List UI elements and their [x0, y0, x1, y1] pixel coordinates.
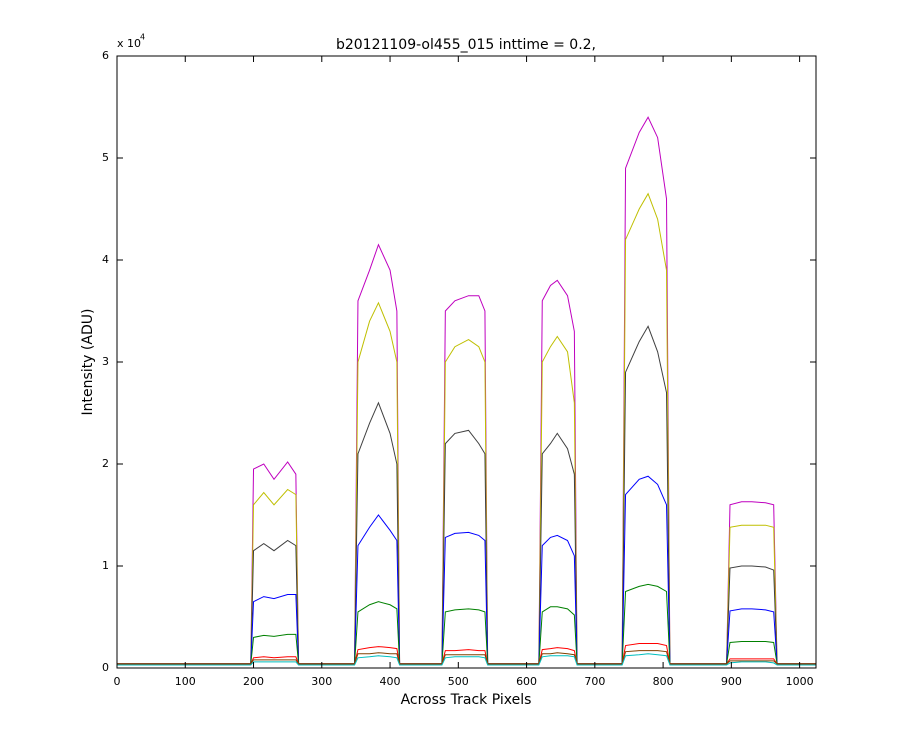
- x-tick-label: 100: [175, 675, 196, 688]
- exponent-power: 4: [140, 33, 145, 42]
- y-axis-label: Intensity (ADU): [80, 309, 96, 416]
- x-tick-label: 800: [653, 675, 674, 688]
- x-axis-label: Across Track Pixels: [401, 692, 532, 708]
- x-tick-label: 500: [448, 675, 469, 688]
- y-tick-label: 2: [102, 457, 109, 470]
- exponent-base: x 10: [117, 37, 141, 50]
- y-tick-label: 5: [102, 151, 109, 164]
- y-tick-label: 0: [102, 661, 109, 674]
- plot-background: [117, 56, 816, 668]
- plot-frame: [116, 55, 817, 669]
- data-line: [117, 650, 816, 665]
- x-tick-label: 900: [721, 675, 742, 688]
- x-tick-label: 600: [516, 675, 537, 688]
- chart-title: b20121109-ol455_015 inttime = 0.2,: [336, 37, 596, 53]
- y-tick-label: 6: [102, 49, 109, 62]
- x-tick-label: 0: [114, 675, 121, 688]
- x-tick-label: 400: [380, 675, 401, 688]
- y-tick-label: 3: [102, 355, 109, 368]
- x-tick-label: 700: [584, 675, 605, 688]
- data-line: [117, 653, 816, 666]
- x-tick-label: 1000: [786, 675, 814, 688]
- x-tick-label: 200: [243, 675, 264, 688]
- x-tick-label: 300: [311, 675, 332, 688]
- y-tick-label: 4: [102, 253, 109, 266]
- y-tick-label: 1: [102, 559, 109, 572]
